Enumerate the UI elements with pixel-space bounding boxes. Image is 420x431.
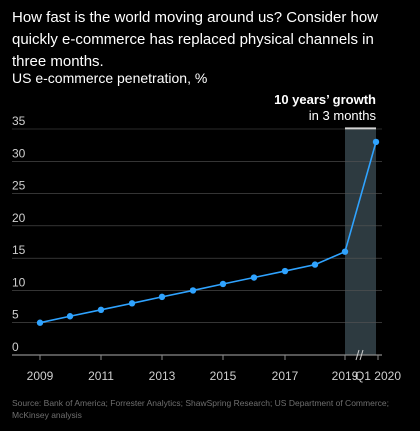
- data-point: [158, 293, 166, 301]
- x-tick-label: 2017: [272, 369, 299, 383]
- chart-title: US e-commerce penetration, %: [12, 70, 208, 86]
- y-tick-label: 35: [12, 114, 26, 128]
- series-line: [39, 141, 377, 324]
- x-tick-label: Q1 2020: [355, 369, 401, 383]
- data-point: [219, 280, 227, 288]
- x-tick-label: 2013: [149, 369, 176, 383]
- y-tick-label: 20: [12, 211, 26, 225]
- data-point: [36, 319, 44, 326]
- data-point: [97, 306, 105, 313]
- data-point: [281, 267, 289, 275]
- data-point: [250, 274, 258, 281]
- annotation-subtitle: in 3 months: [308, 108, 376, 123]
- y-tick-label: 15: [12, 243, 26, 257]
- data-point: [189, 287, 197, 294]
- axis-break-mark: [355, 349, 360, 361]
- data-point: [341, 248, 349, 255]
- y-tick-label: 0: [12, 340, 19, 354]
- x-tick-label: 2009: [27, 369, 54, 383]
- data-point: [128, 300, 136, 307]
- data-point: [311, 261, 319, 268]
- headline: How fast is the world moving around us? …: [12, 9, 379, 70]
- x-tick-label: 2011: [88, 369, 114, 383]
- y-tick-label: 25: [12, 179, 26, 193]
- y-tick-label: 5: [12, 308, 19, 322]
- x-tick-label: 2019: [332, 369, 359, 383]
- y-tick-label: 30: [12, 146, 26, 160]
- data-point: [66, 313, 74, 320]
- axis-break-mark: [359, 349, 364, 361]
- highlight-region: [345, 129, 376, 355]
- data-point: [372, 138, 380, 146]
- source-note: Source: Bank of America; Forrester Analy…: [12, 398, 389, 420]
- x-tick-label: 2015: [210, 369, 237, 383]
- annotation-title: 10 years’ growth: [274, 92, 376, 107]
- y-tick-label: 10: [12, 275, 26, 289]
